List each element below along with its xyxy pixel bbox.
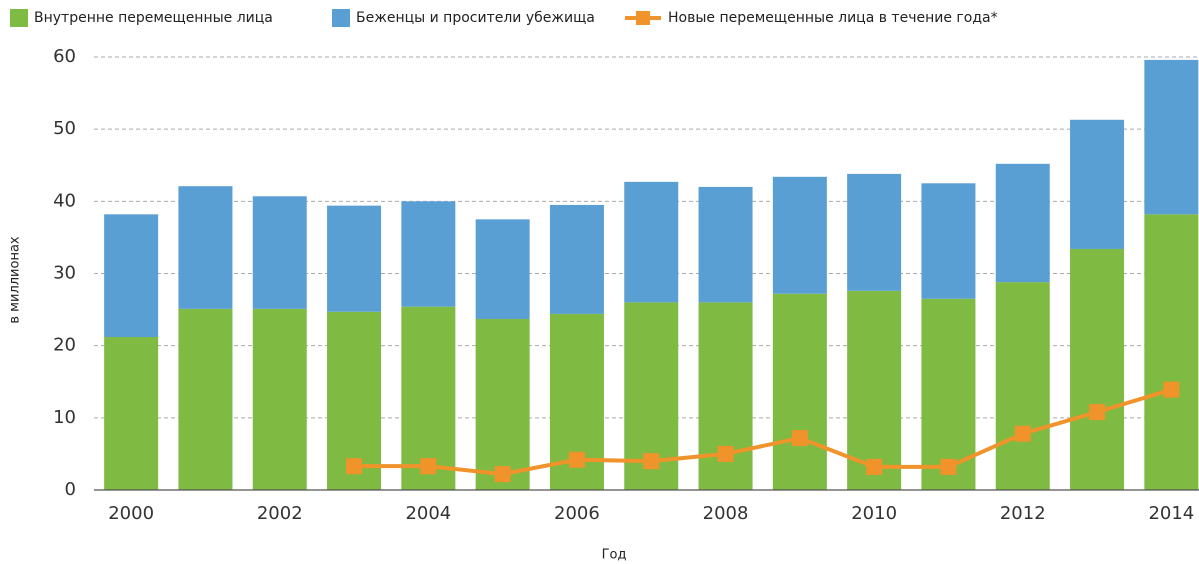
legend-label: Беженцы и просители убежища — [356, 10, 595, 26]
legend-swatch — [332, 9, 350, 27]
y-tick-label: 20 — [53, 335, 76, 356]
line-marker — [1089, 404, 1106, 421]
line-marker — [717, 445, 734, 462]
x-tick-label: 2012 — [1000, 503, 1046, 524]
x-axis-label: Год — [602, 548, 627, 563]
line-marker — [420, 458, 437, 475]
bar-segment — [995, 282, 1050, 490]
bar-segment — [178, 308, 233, 490]
bar-segment — [624, 181, 679, 303]
bar-segment — [475, 318, 530, 490]
legend-label: Внутренне перемещенные лица — [34, 10, 273, 26]
x-tick-label: 2004 — [405, 503, 451, 524]
bar-segment — [1144, 214, 1199, 490]
legend-label: Новые перемещенные лица в течение года* — [668, 10, 998, 26]
bar-segment — [772, 176, 827, 294]
bar-segment — [401, 201, 456, 307]
y-tick-label: 30 — [53, 263, 76, 284]
y-tick-label: 50 — [53, 118, 76, 139]
line-marker — [346, 458, 363, 475]
bar-segment — [847, 173, 902, 291]
bar-segment — [995, 163, 1050, 283]
bar-segment — [475, 219, 530, 319]
legend-swatch — [10, 9, 28, 27]
bar-segment — [1070, 248, 1125, 490]
line-series — [354, 387, 1172, 477]
bar-segment — [698, 186, 753, 303]
line-marker — [791, 430, 808, 447]
x-tick-label: 2002 — [257, 503, 303, 524]
line-marker — [568, 451, 585, 468]
x-tick-label: 2010 — [851, 503, 897, 524]
bar-segment — [104, 337, 159, 490]
legend-marker — [636, 11, 650, 25]
bar-segment — [772, 293, 827, 490]
bar-segment — [178, 186, 233, 309]
y-axis-label: в миллионах — [8, 236, 23, 324]
bar-segment — [327, 205, 382, 312]
x-tick-label: 2000 — [108, 503, 154, 524]
line-marker — [866, 458, 883, 475]
line-marker — [643, 453, 660, 470]
bar-segment — [252, 196, 307, 309]
line-marker — [940, 458, 957, 475]
x-tick-label: 2008 — [703, 503, 749, 524]
y-tick-label: 10 — [53, 407, 76, 428]
bar-segment — [252, 308, 307, 490]
bar-segment — [921, 183, 976, 299]
y-tick-label: 60 — [53, 46, 76, 67]
bar-segment — [104, 214, 159, 338]
y-tick-label: 40 — [53, 190, 76, 211]
line-marker — [1014, 425, 1031, 442]
bar-segment — [549, 204, 604, 314]
bar-segment — [1070, 119, 1125, 249]
bar-segment — [1144, 59, 1199, 215]
x-tick-label: 2014 — [1148, 503, 1194, 524]
line-marker — [494, 466, 511, 483]
x-tick-label: 2006 — [554, 503, 600, 524]
y-tick-label: 0 — [65, 479, 76, 500]
bar-segment — [847, 290, 902, 490]
line-marker — [1163, 381, 1180, 398]
